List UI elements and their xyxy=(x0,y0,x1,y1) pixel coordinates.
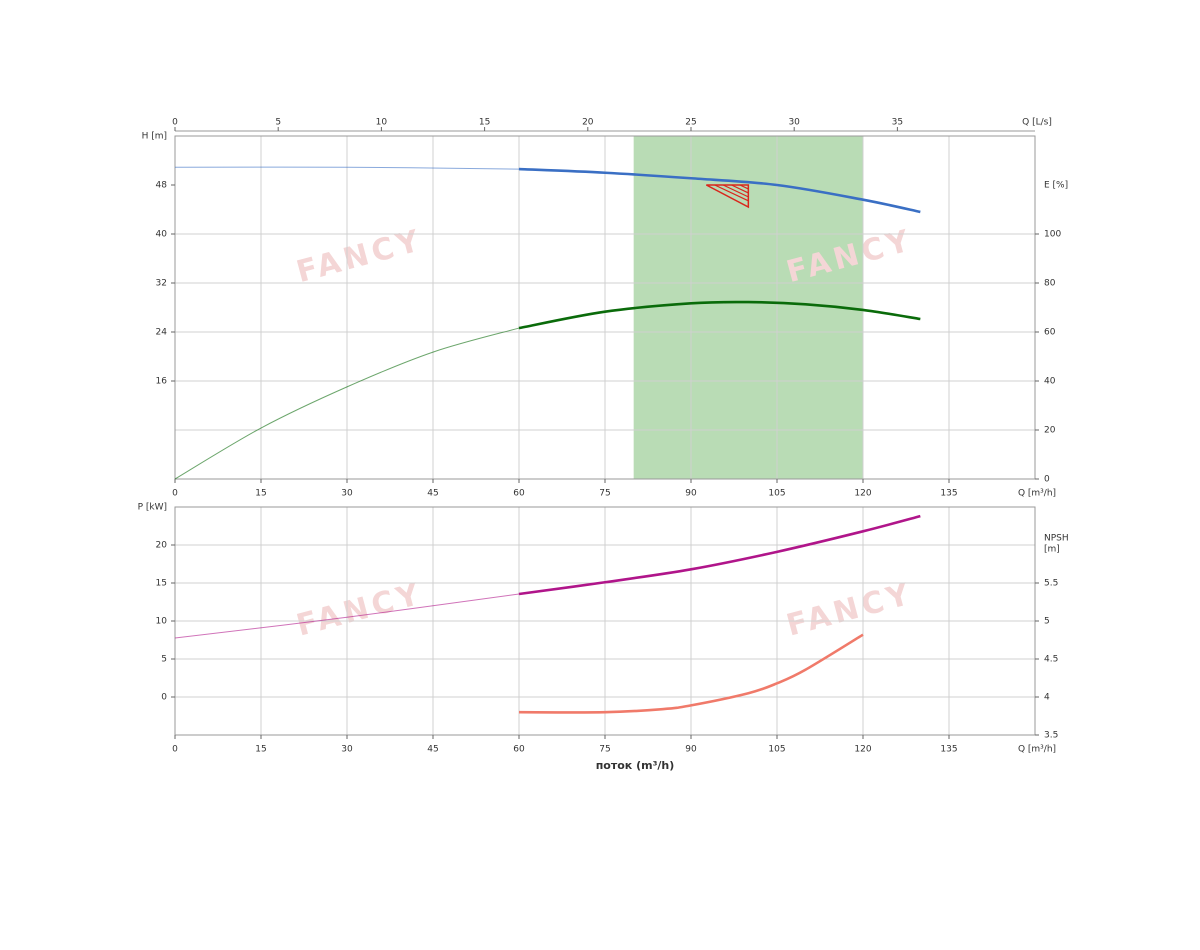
x-tick-label: 75 xyxy=(599,745,610,755)
x2-tick-label: 5 xyxy=(275,118,281,128)
y2-tick-label: 60 xyxy=(1044,328,1056,338)
x-tick-label: 45 xyxy=(427,745,438,755)
x-tick-label: 30 xyxy=(341,489,353,499)
curve-thin xyxy=(174,593,520,639)
x-axis-label: Q [m³/h] xyxy=(1018,745,1056,755)
x-tick-label: 90 xyxy=(685,745,697,755)
x-tick-label: 30 xyxy=(341,745,353,755)
x-tick-label: 105 xyxy=(768,745,785,755)
y2-tick-label: 20 xyxy=(1044,426,1056,436)
x-tick-label: 60 xyxy=(513,745,525,755)
hatch xyxy=(714,184,749,202)
x-tick-label: 120 xyxy=(854,489,871,499)
y2-tick-label: 5.5 xyxy=(1044,579,1058,589)
x-tick-label: 0 xyxy=(172,489,178,499)
x-tick-label: 45 xyxy=(427,489,438,499)
y-tick-label: 15 xyxy=(156,579,167,589)
hatch xyxy=(739,184,749,190)
x-tick-label: 60 xyxy=(513,489,525,499)
x-axis-title: поток (m³/h) xyxy=(596,759,675,772)
y2-axis-label: NPSH xyxy=(1044,534,1069,544)
y2-tick-label: 3.5 xyxy=(1044,731,1058,741)
y-tick-label: 24 xyxy=(156,328,168,338)
y-tick-label: 32 xyxy=(156,279,167,289)
y2-axis-label: [m] xyxy=(1044,545,1060,555)
hatch xyxy=(731,184,749,194)
x2-tick-label: 10 xyxy=(376,118,388,128)
y-tick-label: 48 xyxy=(156,181,168,191)
y-axis-label: P [kW] xyxy=(138,503,167,513)
curve-bold xyxy=(518,300,921,330)
y2-axis-label: E [%] xyxy=(1044,181,1068,191)
x2-tick-label: 30 xyxy=(788,118,800,128)
y2-tick-label: 100 xyxy=(1044,230,1061,240)
x2-tick-label: 15 xyxy=(479,118,490,128)
curve-thin xyxy=(174,327,520,480)
x-tick-label: 90 xyxy=(685,489,697,499)
x-tick-label: 15 xyxy=(255,489,266,499)
y2-tick-label: 80 xyxy=(1044,279,1056,289)
y-tick-label: 0 xyxy=(161,693,167,703)
x2-tick-label: 20 xyxy=(582,118,594,128)
operating-marker xyxy=(705,184,750,209)
operating-point xyxy=(705,184,750,209)
x-tick-label: 0 xyxy=(172,745,178,755)
x-tick-label: 120 xyxy=(854,745,871,755)
y2-tick-label: 0 xyxy=(1044,475,1050,485)
curve-thin xyxy=(174,166,520,170)
x-tick-label: 15 xyxy=(255,745,266,755)
x-axis-label: Q [m³/h] xyxy=(1018,489,1056,499)
x2-tick-label: 0 xyxy=(172,118,178,128)
y-tick-label: 40 xyxy=(156,230,168,240)
y-tick-label: 10 xyxy=(156,617,168,627)
x-tick-label: 135 xyxy=(940,489,957,499)
y-tick-label: 20 xyxy=(156,541,168,551)
x2-axis-label: Q [L/s] xyxy=(1022,118,1052,128)
x-tick-label: 105 xyxy=(768,489,785,499)
x-tick-label: 135 xyxy=(940,745,957,755)
curve-bold xyxy=(518,167,921,214)
hatch xyxy=(722,184,749,198)
x2-tick-label: 25 xyxy=(685,118,696,128)
y2-tick-label: 4.5 xyxy=(1044,655,1058,665)
y2-tick-label: 40 xyxy=(1044,377,1056,387)
x-tick-label: 75 xyxy=(599,489,610,499)
y-axis-label: H [m] xyxy=(142,132,167,142)
curve-bold xyxy=(518,633,864,714)
x2-tick-label: 35 xyxy=(892,118,903,128)
y2-tick-label: 5 xyxy=(1044,617,1050,627)
y-tick-label: 16 xyxy=(156,377,168,387)
curve-bold xyxy=(518,514,921,596)
y-tick-label: 5 xyxy=(161,655,167,665)
y2-tick-label: 4 xyxy=(1044,693,1050,703)
